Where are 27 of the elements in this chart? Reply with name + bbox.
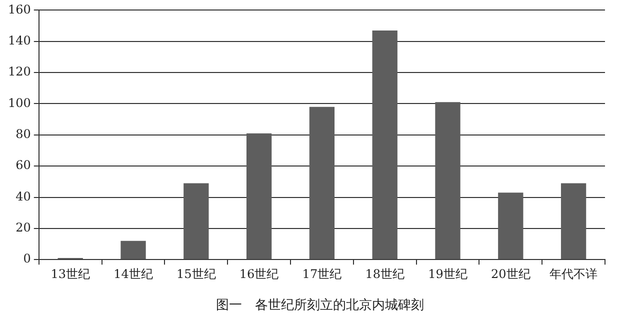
x-tick-label: 20世纪 xyxy=(491,266,530,281)
bar xyxy=(372,30,398,260)
x-tick-label: 13世纪 xyxy=(50,266,90,281)
y-tick-label: 0 xyxy=(23,252,31,266)
x-tick-label: 16世纪 xyxy=(239,266,279,281)
x-tick-label: 18世纪 xyxy=(365,266,404,281)
y-tick-label: 160 xyxy=(8,2,31,16)
bar xyxy=(309,106,335,260)
y-tick-label: 80 xyxy=(16,127,31,142)
y-tick-label: 100 xyxy=(8,96,31,110)
y-tick-label: 20 xyxy=(16,220,31,235)
bar xyxy=(120,240,146,260)
bar xyxy=(498,192,524,260)
bar xyxy=(435,102,460,260)
bar xyxy=(560,183,586,260)
y-tick-label: 140 xyxy=(8,34,31,48)
text: 图一 各世纪所刻立的北京内城碑刻 xyxy=(215,297,425,314)
x-tick-label: 19世纪 xyxy=(428,266,468,281)
x-tick-label: 15世纪 xyxy=(176,266,216,281)
y-tick-label: 120 xyxy=(8,64,31,79)
bar xyxy=(246,133,272,260)
y-tick-label: 40 xyxy=(16,189,31,204)
x-tick-label: 17世纪 xyxy=(302,266,342,281)
x-tick-label: 年代不详 xyxy=(550,266,598,281)
x-tick-label: 14世纪 xyxy=(114,266,153,281)
bar xyxy=(184,183,209,260)
y-tick-label: 60 xyxy=(16,158,31,172)
